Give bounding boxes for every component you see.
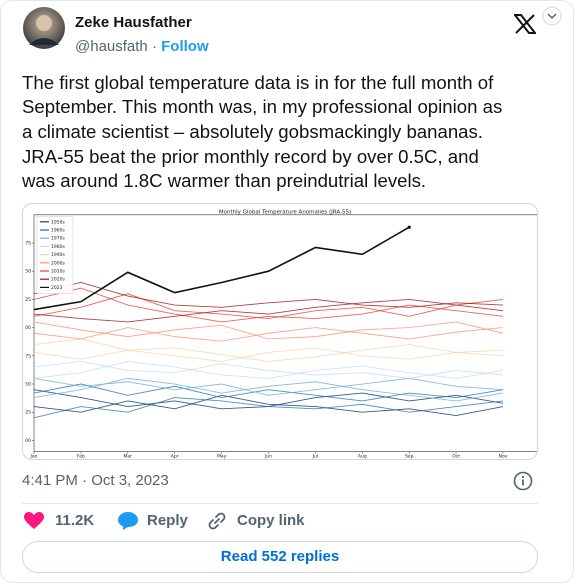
info-icon[interactable] — [513, 471, 533, 491]
legend-label: 1980s — [51, 244, 65, 250]
legend-label: 1960s — [51, 228, 65, 234]
data-line — [33, 360, 504, 379]
copy-link-button[interactable]: Copy link — [237, 512, 305, 529]
data-line — [33, 394, 504, 417]
link-icon[interactable] — [207, 511, 227, 531]
reply-icon[interactable] — [117, 511, 139, 531]
follow-link[interactable]: Follow — [161, 38, 209, 55]
read-replies-button[interactable]: Read 552 replies — [22, 541, 538, 573]
x-tick-label: Aug — [358, 454, 367, 460]
data-line — [33, 377, 504, 396]
chart: Monthly Global Temperature Anomalies (JR… — [25, 210, 537, 460]
data-line — [33, 389, 504, 410]
y-tick-label: 50 — [25, 382, 31, 388]
handle[interactable]: @hausfath — [75, 38, 148, 55]
y-tick-label: 00 — [25, 325, 31, 331]
x-logo[interactable] — [514, 14, 536, 34]
legend-label: 2000s — [51, 260, 65, 266]
divider — [22, 503, 538, 504]
x-tick-label: Feb — [77, 454, 85, 460]
like-count[interactable]: 11.2K — [55, 512, 95, 529]
data-line — [33, 293, 504, 320]
author-handle: @hausfath · Follow — [75, 38, 209, 55]
legend-label: 1970s — [51, 236, 65, 242]
x-tick-label: May — [217, 454, 227, 460]
y-tick-label: 75 — [25, 353, 31, 359]
legend-label: 2020s — [51, 277, 65, 283]
data-line — [33, 287, 504, 323]
x-tick-label: Mar — [124, 454, 133, 460]
x-tick-label: Sep — [405, 454, 414, 460]
menu-button[interactable] — [542, 6, 562, 26]
x-tick-label: Oct — [452, 454, 460, 460]
data-line — [33, 282, 504, 308]
timestamp[interactable]: 4:41 PM · Oct 3, 2023 — [22, 472, 169, 489]
legend-label: 1950s — [51, 219, 65, 225]
avatar[interactable] — [23, 7, 65, 49]
plot-frame — [33, 214, 537, 452]
y-tick-label: 75 — [25, 241, 31, 247]
y-tick-label: 50 — [25, 269, 31, 275]
tweet-text: a climate scientist – absolutely gobsmac… — [22, 121, 483, 142]
data-line — [33, 377, 504, 402]
chart-image[interactable]: Monthly Global Temperature Anomalies (JR… — [22, 203, 538, 460]
like-icon[interactable] — [24, 512, 44, 530]
reply-button[interactable]: Reply — [147, 512, 188, 529]
author-name[interactable]: Zeke Hausfather — [75, 14, 192, 31]
legend-label: 1990s — [51, 252, 65, 258]
data-line — [33, 397, 504, 419]
data-line — [33, 347, 504, 362]
tweet-text: was around 1.8C warmer than preindutrial… — [22, 170, 427, 191]
x-tick-label: Jan — [30, 454, 38, 460]
y-tick-label: 25 — [25, 297, 31, 303]
legend-label: 2010s — [51, 269, 65, 275]
x-tick-label: Jul — [312, 454, 318, 460]
tweet-text: September. This month was, in my profess… — [22, 96, 503, 117]
y-tick-label: 00 — [25, 438, 31, 444]
end-marker — [407, 225, 411, 229]
data-line — [33, 321, 504, 340]
y-tick-label: 25 — [25, 410, 31, 416]
data-line — [33, 298, 504, 323]
data-line — [33, 360, 504, 379]
data-line — [33, 226, 410, 311]
tweet-text: JRA-55 beat the prior monthly record by … — [22, 146, 479, 167]
x-tick-label: Nov — [499, 454, 508, 460]
x-tick-label: Apr — [171, 454, 179, 460]
x-tick-label: Jun — [264, 454, 272, 460]
tweet-text: The first global temperature data is in … — [22, 72, 494, 93]
data-line — [33, 383, 504, 402]
data-line — [33, 338, 504, 362]
legend-label: 2023 — [51, 285, 63, 291]
chart-title: Monthly Global Temperature Anomalies (JR… — [219, 210, 351, 216]
data-line — [33, 327, 504, 342]
